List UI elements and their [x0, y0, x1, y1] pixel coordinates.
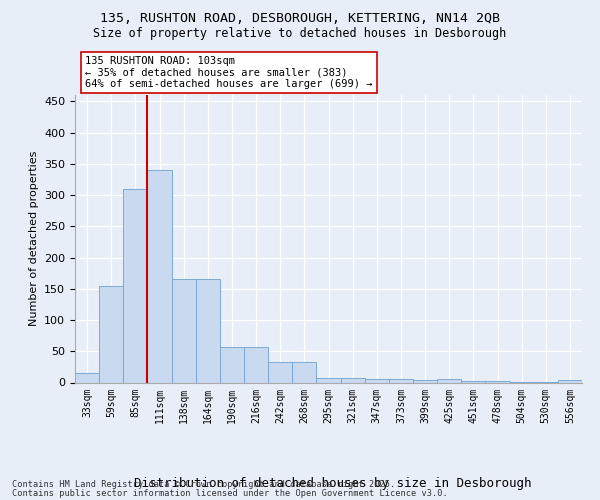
Bar — [485, 381, 509, 382]
Bar — [461, 380, 485, 382]
Bar — [220, 347, 244, 382]
Y-axis label: Number of detached properties: Number of detached properties — [29, 151, 38, 326]
Text: Size of property relative to detached houses in Desborough: Size of property relative to detached ho… — [94, 28, 506, 40]
Bar — [99, 286, 123, 382]
Bar — [268, 362, 292, 382]
Bar — [558, 380, 582, 382]
Bar — [365, 379, 389, 382]
Bar — [389, 380, 413, 382]
Bar — [292, 362, 316, 382]
Bar — [413, 380, 437, 382]
Bar — [437, 380, 461, 382]
Text: 135, RUSHTON ROAD, DESBOROUGH, KETTERING, NN14 2QB: 135, RUSHTON ROAD, DESBOROUGH, KETTERING… — [100, 12, 500, 26]
Bar — [148, 170, 172, 382]
Bar — [341, 378, 365, 382]
Bar — [172, 280, 196, 382]
Text: 135 RUSHTON ROAD: 103sqm
← 35% of detached houses are smaller (383)
64% of semi-: 135 RUSHTON ROAD: 103sqm ← 35% of detach… — [85, 56, 373, 90]
Text: Distribution of detached houses by size in Desborough: Distribution of detached houses by size … — [134, 477, 532, 490]
Text: Contains HM Land Registry data © Crown copyright and database right 2025.: Contains HM Land Registry data © Crown c… — [12, 480, 395, 489]
Bar — [123, 188, 148, 382]
Bar — [196, 280, 220, 382]
Bar — [75, 373, 99, 382]
Text: Contains public sector information licensed under the Open Government Licence v3: Contains public sector information licen… — [12, 488, 448, 498]
Bar — [316, 378, 341, 382]
Bar — [244, 347, 268, 382]
